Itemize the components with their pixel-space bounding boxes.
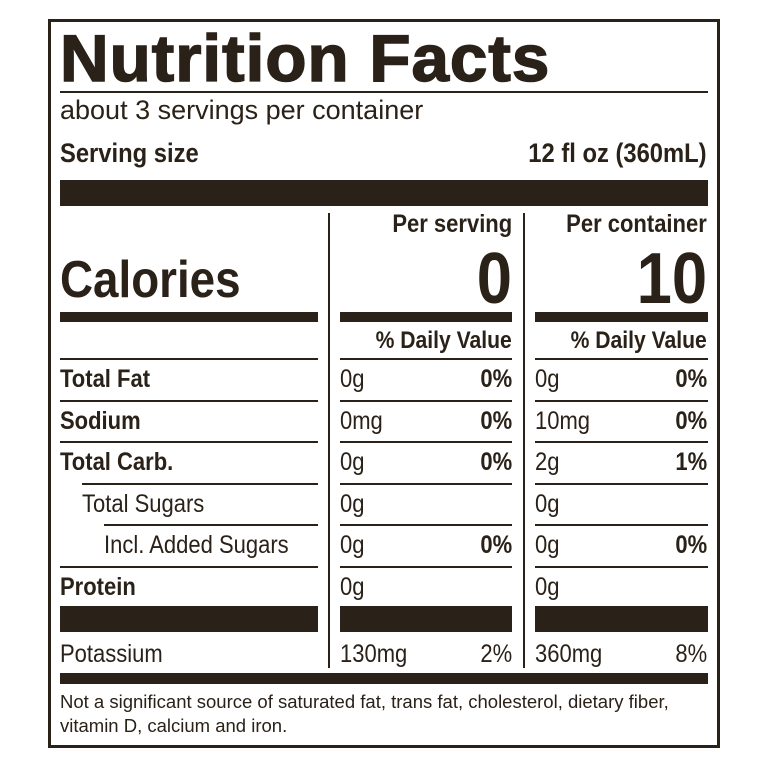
- amount-per-container: 0g: [535, 531, 560, 560]
- daily-value-per-container: 0%: [675, 531, 707, 560]
- row-divider: [104, 524, 318, 527]
- row-divider: [535, 399, 708, 402]
- per-serving-header: Per serving: [392, 210, 512, 238]
- daily-value-header-container: % Daily Value: [570, 327, 707, 354]
- row-divider: [82, 482, 318, 485]
- potassium-label: Potassium: [60, 640, 163, 668]
- amount-per-serving: 0mg: [340, 406, 383, 435]
- potassium-amount-container: 360mg: [535, 640, 603, 668]
- medium-divider: [60, 673, 708, 684]
- amount-per-container: 0g: [535, 573, 560, 601]
- label-title: Nutrition Facts: [59, 20, 551, 96]
- row-divider: [60, 441, 318, 444]
- row-divider: [535, 358, 708, 360]
- amount-per-serving: 0g: [340, 365, 365, 393]
- row-divider: [60, 399, 318, 402]
- amount-per-container: 0g: [535, 489, 560, 518]
- nutrient-label: Sodium: [60, 406, 141, 435]
- column-divider: [328, 213, 330, 668]
- nutrient-label: Total Carb.: [60, 448, 174, 477]
- daily-value-header-serving: % Daily Value: [375, 327, 512, 354]
- calories-per-serving: 0: [476, 239, 512, 319]
- row-divider: [60, 358, 318, 360]
- daily-value-per-serving: 0%: [480, 448, 512, 477]
- servings-per-container: about 3 servings per container: [60, 95, 424, 125]
- nutrient-label: Incl. Added Sugars: [104, 531, 289, 560]
- daily-value-per-container: 0%: [675, 406, 707, 435]
- row-divider: [340, 482, 512, 485]
- daily-value-per-container: 1%: [675, 448, 707, 477]
- amount-per-serving: 0g: [340, 489, 365, 518]
- calories-per-container: 10: [636, 239, 707, 319]
- daily-value-per-serving: 0%: [480, 531, 512, 560]
- row-divider: [535, 482, 708, 485]
- per-container-header: Per container: [566, 210, 707, 238]
- potassium-dv-serving: 2%: [480, 640, 512, 668]
- divider: [60, 91, 708, 93]
- column-divider: [523, 213, 525, 668]
- potassium-dv-container: 8%: [675, 640, 707, 668]
- row-divider: [340, 399, 512, 402]
- serving-size-value: 12 fl oz (360mL): [528, 138, 707, 168]
- row-divider: [340, 524, 512, 527]
- row-divider: [535, 566, 708, 568]
- row-divider: [60, 566, 318, 568]
- thick-divider: [340, 606, 512, 632]
- row-divider: [340, 358, 512, 360]
- label-border: [48, 19, 720, 748]
- daily-value-per-serving: 0%: [480, 365, 512, 393]
- nutrient-label: Protein: [60, 573, 136, 601]
- amount-per-container: 2g: [535, 448, 560, 477]
- thick-divider: [60, 180, 708, 206]
- amount-per-serving: 0g: [340, 531, 365, 560]
- medium-divider: [535, 312, 708, 322]
- amount-per-serving: 0g: [340, 573, 365, 601]
- thick-divider: [60, 606, 318, 632]
- row-divider: [535, 441, 708, 444]
- medium-divider: [340, 312, 512, 322]
- amount-per-container: 10mg: [535, 406, 591, 435]
- serving-size-label: Serving size: [60, 138, 199, 168]
- amount-per-container: 0g: [535, 365, 560, 393]
- medium-divider: [60, 312, 318, 322]
- footnote: Not a significant source of saturated fa…: [60, 691, 669, 736]
- row-divider: [340, 441, 512, 444]
- row-divider: [340, 566, 512, 568]
- calories-label: Calories: [60, 251, 241, 309]
- nutrient-label: Total Sugars: [82, 489, 205, 518]
- thick-divider: [535, 606, 708, 632]
- daily-value-per-container: 0%: [675, 365, 707, 393]
- daily-value-per-serving: 0%: [480, 406, 512, 435]
- nutrient-label: Total Fat: [60, 365, 151, 393]
- row-divider: [535, 524, 708, 527]
- amount-per-serving: 0g: [340, 448, 365, 477]
- potassium-amount-serving: 130mg: [340, 640, 408, 668]
